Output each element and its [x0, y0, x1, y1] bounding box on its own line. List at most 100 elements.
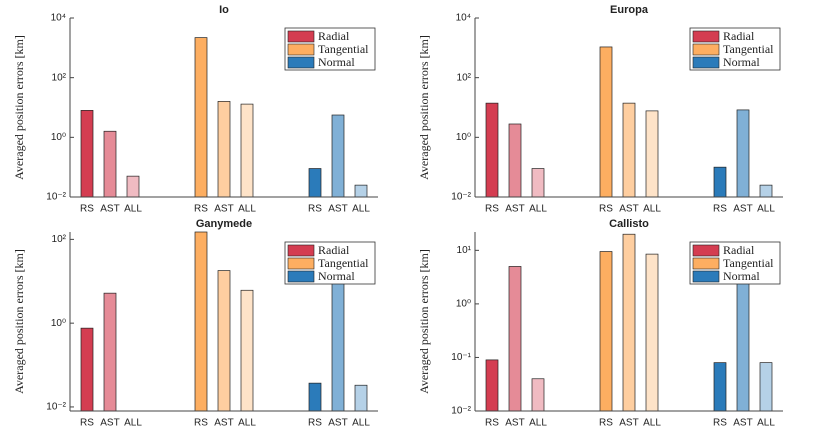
x-tick-label: ALL — [757, 204, 775, 215]
legend-swatch — [692, 43, 720, 56]
legend-label: Normal — [723, 269, 760, 283]
legend-swatch — [692, 270, 720, 283]
bar — [599, 251, 613, 412]
legend-swatch — [287, 270, 315, 283]
x-tick-label: ALL — [238, 418, 256, 429]
y-axis-label: Averaged position errors [km] — [12, 35, 26, 180]
bar — [331, 114, 345, 198]
x-tick-label: RS — [194, 204, 208, 215]
panel-title: Io — [219, 4, 229, 16]
x-tick-label: ALL — [529, 204, 547, 215]
x-tick-label: AST — [619, 204, 638, 215]
panel-title: Callisto — [609, 218, 649, 230]
x-tick-label: ALL — [124, 418, 142, 429]
legend-label: Tangential — [318, 42, 369, 56]
bar — [599, 46, 613, 198]
bar — [622, 102, 636, 198]
x-tick-label: AST — [505, 204, 524, 215]
y-tick-label: 10² — [52, 234, 67, 245]
panel-title: Europa — [610, 4, 649, 16]
x-tick-label: ALL — [238, 204, 256, 215]
x-tick-label: AST — [214, 204, 233, 215]
bar — [308, 382, 322, 412]
bar — [759, 184, 773, 198]
legend-swatch — [287, 257, 315, 270]
x-tick-label: RS — [80, 418, 94, 429]
bar — [531, 168, 545, 198]
y-tick-label: 10⁻² — [451, 192, 471, 203]
bar — [485, 102, 499, 198]
legend-label: Radial — [723, 243, 755, 257]
bar — [645, 253, 659, 412]
panel-title: Ganymede — [196, 218, 252, 230]
legend-swatch — [692, 56, 720, 69]
y-tick-label: 10⁻² — [46, 402, 66, 413]
bar — [508, 123, 522, 198]
x-tick-label: AST — [100, 418, 119, 429]
x-tick-label: RS — [194, 418, 208, 429]
x-tick-label: AST — [328, 418, 347, 429]
legend-swatch — [287, 244, 315, 257]
x-tick-label: ALL — [643, 204, 661, 215]
bar — [759, 362, 773, 412]
legend-swatch — [287, 56, 315, 69]
bar — [103, 292, 117, 412]
legend-swatch — [287, 43, 315, 56]
x-tick-label: RS — [713, 204, 727, 215]
y-axis-label: Averaged position errors [km] — [12, 249, 26, 394]
y-tick-label: 10⁴ — [456, 13, 471, 24]
y-tick-label: 10⁰ — [456, 132, 471, 143]
x-tick-label: RS — [485, 418, 499, 429]
legend-label: Tangential — [723, 42, 774, 56]
y-tick-label: 10⁴ — [51, 13, 66, 24]
x-tick-label: AST — [733, 418, 752, 429]
bar — [354, 384, 368, 412]
legend-swatch — [692, 244, 720, 257]
bar — [194, 37, 208, 198]
bar — [508, 266, 522, 412]
legend-label: Normal — [318, 55, 355, 69]
x-tick-label: AST — [214, 418, 233, 429]
bar — [308, 168, 322, 198]
bar — [80, 110, 94, 198]
x-tick-label: RS — [599, 204, 613, 215]
legend-label: Radial — [318, 29, 350, 43]
x-tick-label: AST — [619, 418, 638, 429]
x-tick-label: ALL — [124, 204, 142, 215]
bar — [217, 270, 231, 412]
y-tick-label: 10⁻² — [451, 406, 471, 417]
x-tick-label: ALL — [352, 204, 370, 215]
x-tick-label: AST — [328, 204, 347, 215]
y-tick-label: 10⁻¹ — [451, 352, 471, 363]
x-tick-label: AST — [733, 204, 752, 215]
x-tick-label: ALL — [529, 418, 547, 429]
legend-label: Radial — [723, 29, 755, 43]
bar — [217, 101, 231, 198]
bar — [80, 327, 94, 412]
legend-label: Radial — [318, 243, 350, 257]
legend-label: Normal — [318, 269, 355, 283]
bar — [126, 175, 140, 198]
bar — [194, 231, 208, 412]
bar — [713, 362, 727, 412]
legend-label: Normal — [723, 55, 760, 69]
legend-label: Tangential — [318, 256, 369, 270]
x-tick-label: RS — [308, 418, 322, 429]
x-tick-label: ALL — [757, 418, 775, 429]
bar — [485, 359, 499, 412]
x-tick-label: RS — [599, 418, 613, 429]
y-tick-label: 10² — [457, 72, 472, 83]
bar — [736, 266, 750, 412]
y-tick-label: 10⁰ — [456, 299, 471, 310]
y-tick-label: 10¹ — [457, 245, 472, 256]
x-tick-label: AST — [100, 204, 119, 215]
y-tick-label: 10⁰ — [51, 132, 66, 143]
x-tick-label: RS — [713, 418, 727, 429]
legend-swatch — [287, 30, 315, 43]
bar — [103, 130, 117, 198]
bar — [331, 280, 345, 412]
y-tick-label: 10² — [52, 72, 67, 83]
bar — [354, 184, 368, 198]
bar — [531, 378, 545, 412]
